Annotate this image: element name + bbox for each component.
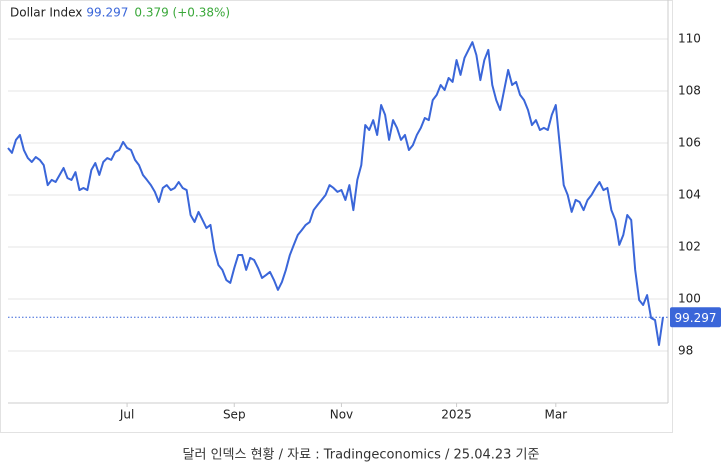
x-tick-label: 2025 bbox=[441, 408, 472, 422]
y-tick-label: 102 bbox=[678, 240, 701, 254]
y-tick-label: 104 bbox=[678, 188, 701, 202]
x-tick-label: Mar bbox=[544, 408, 567, 422]
y-tick-label: 100 bbox=[678, 292, 701, 306]
last-value-label: 99.297 bbox=[675, 311, 717, 325]
last-value-tag bbox=[670, 307, 721, 328]
y-tick-label: 98 bbox=[678, 344, 693, 358]
price: 99.297 bbox=[86, 6, 128, 20]
y-tick-label: 110 bbox=[678, 32, 701, 46]
caption: 달러 인덱스 현황 / 자료 : Tradingeconomics / 25.0… bbox=[183, 448, 540, 463]
x-tick-label: Sep bbox=[223, 408, 246, 422]
y-tick-label: 106 bbox=[678, 136, 701, 150]
chart-frame bbox=[0, 0, 673, 433]
x-tick-label: Jul bbox=[119, 408, 134, 422]
chart-title: Dollar Index bbox=[10, 6, 82, 20]
price-line bbox=[7, 41, 664, 347]
x-tick-label: Nov bbox=[330, 408, 353, 422]
price-change: 0.379 (+0.38%) bbox=[134, 6, 230, 20]
y-tick-label: 108 bbox=[678, 84, 701, 98]
